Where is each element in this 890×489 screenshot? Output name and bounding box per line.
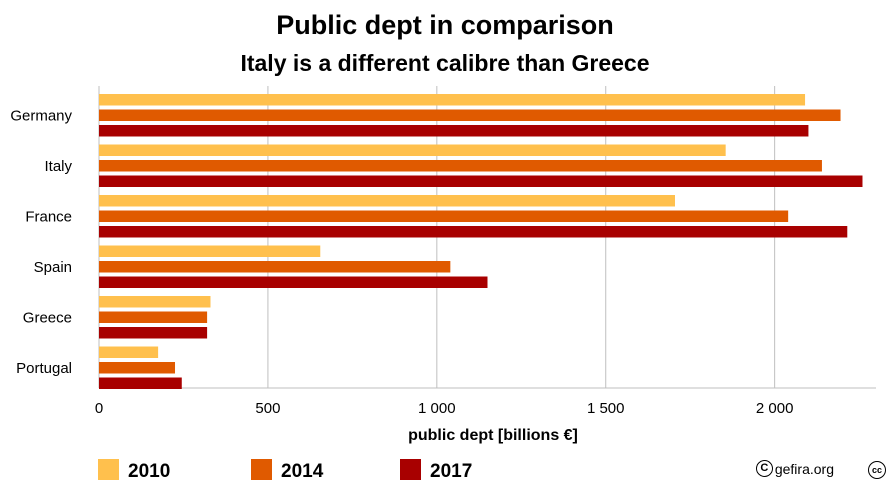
credit-text: gefira.org <box>774 460 834 477</box>
bar-italy-2014 <box>99 160 822 172</box>
category-label: Portugal <box>16 360 72 377</box>
bar-italy-2010 <box>99 144 726 156</box>
category-label: Italy <box>44 158 72 175</box>
bar-greece-2014 <box>99 311 208 323</box>
legend-label: 2010 <box>128 461 170 482</box>
x-tick-label: 1 000 <box>418 400 456 417</box>
legend-swatch-2014 <box>251 459 272 480</box>
bar-france-2014 <box>99 210 789 222</box>
bar-germany-2017 <box>99 125 809 137</box>
bar-spain-2010 <box>99 245 321 257</box>
bar-portugal-2010 <box>99 346 159 358</box>
bar-greece-2017 <box>99 327 208 339</box>
legend-swatch-2017 <box>400 459 421 480</box>
bar-france-2010 <box>99 195 675 207</box>
legend-swatch-2010 <box>98 459 119 480</box>
x-tick-label: 2 000 <box>756 400 794 417</box>
bar-france-2017 <box>99 226 848 238</box>
category-label: Germany <box>10 107 72 124</box>
x-tick-label: 0 <box>95 400 103 417</box>
x-axis-title: public dept [billions €] <box>408 427 578 444</box>
category-label: Spain <box>34 259 72 276</box>
bar-spain-2017 <box>99 276 488 288</box>
x-tick-label: 500 <box>255 400 280 417</box>
legend-label: 2017 <box>430 461 472 482</box>
bar-portugal-2017 <box>99 377 182 389</box>
legend-label: 2014 <box>281 461 324 482</box>
bar-germany-2010 <box>99 94 806 106</box>
bar-italy-2017 <box>99 175 863 187</box>
chart-title: Public dept in comparison <box>276 10 614 40</box>
credit: C gefira.org <box>755 460 834 477</box>
bar-spain-2014 <box>99 261 451 273</box>
chart-subtitle: Italy is a different calibre than Greece <box>240 50 650 76</box>
creative-commons-icon: cc <box>868 461 886 479</box>
bar-portugal-2014 <box>99 362 176 374</box>
category-label: Greece <box>23 309 72 326</box>
copyright-icon: C <box>755 460 773 477</box>
x-tick-label: 1 500 <box>587 400 625 417</box>
bar-greece-2010 <box>99 296 211 308</box>
category-label: France <box>25 208 72 225</box>
bar-germany-2014 <box>99 109 841 121</box>
